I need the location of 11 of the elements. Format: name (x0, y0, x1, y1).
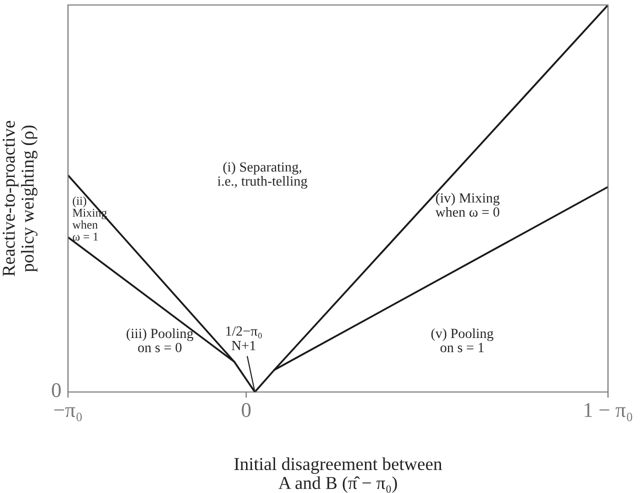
text: 0 (52, 383, 61, 398)
y-axis-title: Reactive-to-proactive policy weighting (ρ) (2, 120, 38, 276)
x-tick-label: −π₀ (54, 407, 82, 422)
x-axis-title: Initial disagreement between A and B (π̂ − π₀) (234, 457, 442, 493)
annotation: (i) Separating, i.e., truth-telling (218, 162, 308, 189)
annotation: 1/2−π₀ N+1 (226, 326, 262, 350)
annotation: (iv) Mixing when ω = 0 (435, 192, 500, 217)
x-tick-label: 1 − π₀ (584, 403, 632, 422)
annotation: (v) Pooling on s = 1 (431, 328, 494, 352)
x-tick-label: 0 (242, 403, 251, 418)
annotation: (iii) Pooling on s = 0 (126, 328, 194, 352)
